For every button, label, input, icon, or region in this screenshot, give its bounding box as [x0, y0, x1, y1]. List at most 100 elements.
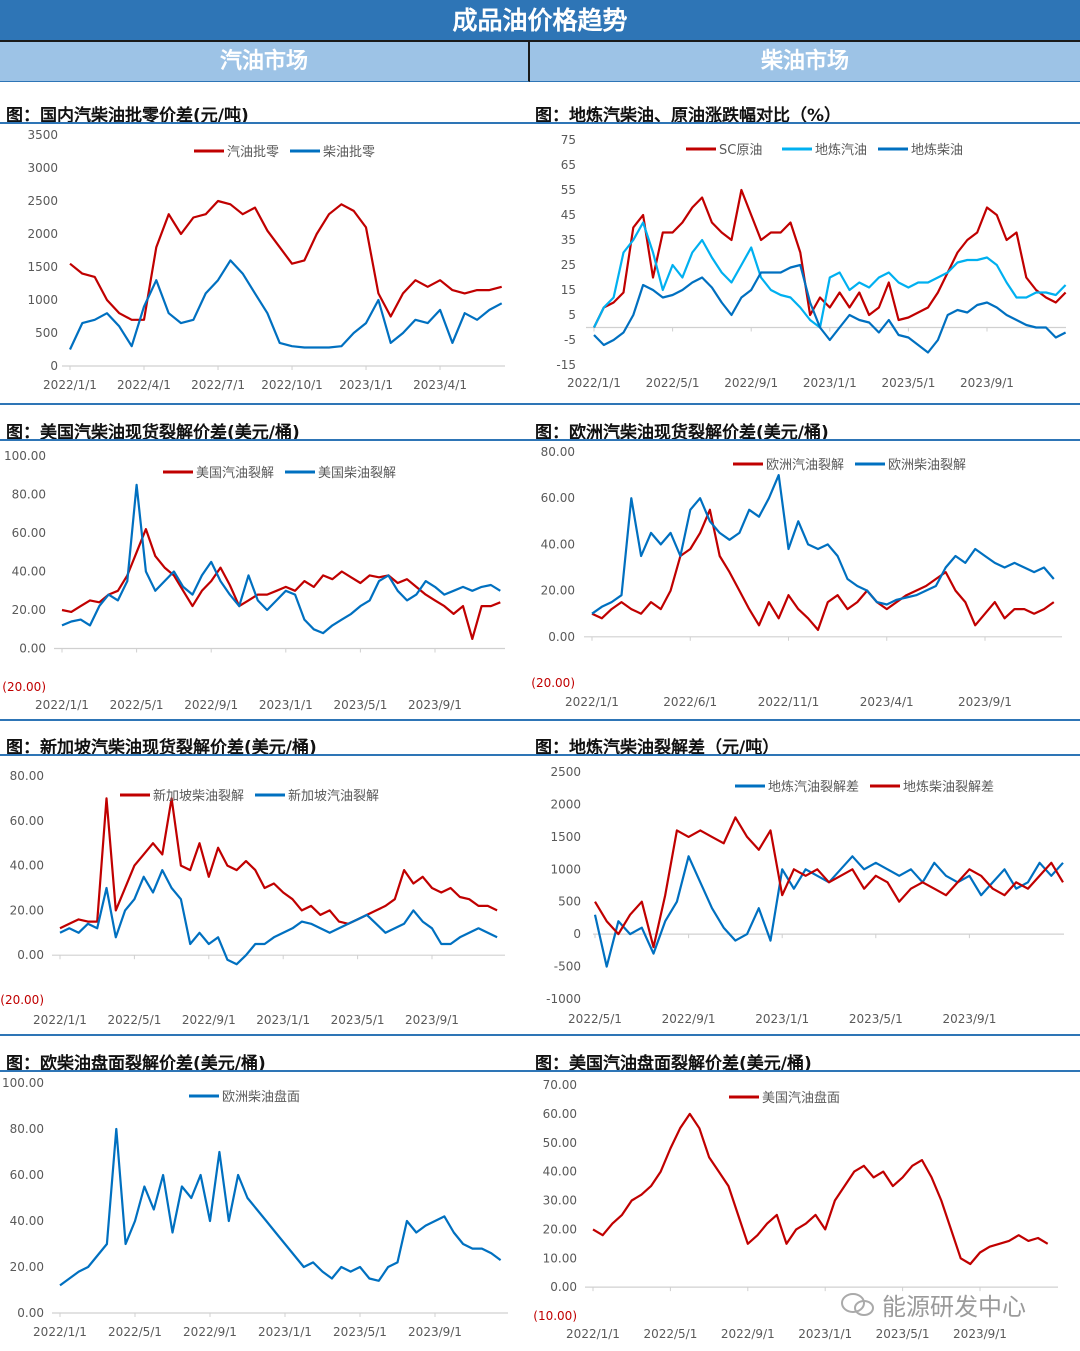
- x-tick-label: 2022/9/1: [662, 1012, 716, 1026]
- series-line-2: [61, 483, 501, 635]
- series-line-1: [593, 855, 1064, 968]
- page-title: 成品油价格趋势: [0, 0, 1080, 42]
- x-tick-label: 2023/1/1: [259, 698, 313, 712]
- x-tick-label: 2022/4/1: [117, 378, 171, 392]
- legend-label: 欧洲汽油裂解: [766, 458, 844, 473]
- y-tick-label: -500: [554, 960, 581, 974]
- divider: [0, 1034, 1080, 1036]
- legend-label: 新加坡汽油裂解: [288, 788, 379, 804]
- divider: [0, 719, 1080, 721]
- x-tick-label: 2023/9/1: [405, 1013, 459, 1027]
- legend-label: 地炼柴油: [911, 143, 963, 158]
- chart-title-7: 图：欧柴油盘面裂解价差(美元/桶): [6, 1054, 266, 1074]
- y-tick-label: 0.00: [17, 948, 44, 962]
- legend-label: 柴油批零: [323, 145, 375, 160]
- x-tick-label: 2023/9/1: [408, 1325, 462, 1339]
- legend-label: 欧洲柴油盘面: [222, 1089, 300, 1105]
- x-tick-label: 2022/5/1: [646, 376, 700, 390]
- y-tick-label: 1500: [27, 260, 58, 274]
- y-tick-label: 20.00: [541, 584, 575, 598]
- y-tick-label: 0.00: [17, 1306, 44, 1320]
- y-tick-label: 500: [35, 326, 58, 340]
- y-tick-label: 0.00: [19, 642, 46, 656]
- series-line-1: [591, 508, 1055, 631]
- legend-label: 美国柴油裂解: [318, 466, 396, 481]
- y-tick-label: (10.00): [533, 1309, 577, 1323]
- legend-label: 新加坡柴油裂解: [153, 788, 244, 804]
- legend-label: 美国汽油盘面: [762, 1090, 840, 1106]
- y-tick-label: 500: [558, 895, 581, 909]
- x-tick-label: 2023/5/1: [849, 1012, 903, 1026]
- y-tick-label: 20.00: [10, 1260, 44, 1274]
- y-tick-label: 60.00: [12, 526, 46, 540]
- legend-label: 地炼柴油裂解差: [903, 780, 994, 795]
- x-tick-label: 2023/9/1: [942, 1012, 996, 1026]
- x-tick-label: 2022/10/1: [261, 378, 323, 392]
- series-line-2: [591, 474, 1055, 615]
- y-tick-label: 20.00: [12, 603, 46, 617]
- series-line-1: [592, 1112, 1049, 1266]
- x-tick-label: 2023/1/1: [258, 1325, 312, 1339]
- y-tick-label: 0: [50, 359, 58, 373]
- y-tick-label: -5: [564, 333, 576, 347]
- y-tick-label: 50.00: [543, 1136, 577, 1150]
- y-tick-label: 80.00: [10, 769, 44, 783]
- x-tick-label: 2023/1/1: [798, 1327, 852, 1341]
- legend-label: 地炼汽油裂解差: [768, 780, 859, 795]
- divider: [0, 1070, 1080, 1072]
- y-tick-label: 2000: [27, 227, 58, 241]
- x-tick-label: 2022/9/1: [183, 1325, 237, 1339]
- series-line-1: [59, 1127, 502, 1287]
- x-tick-label: 2023/4/1: [860, 695, 914, 709]
- x-tick-label: 2022/1/1: [565, 695, 619, 709]
- y-tick-label: 2500: [550, 765, 581, 779]
- series-line-2: [594, 816, 1064, 949]
- y-tick-label: -15: [556, 358, 576, 372]
- watermark: 能源研发中心: [840, 1287, 1026, 1322]
- y-tick-label: 0.00: [548, 630, 575, 644]
- watermark-text: 能源研发中心: [882, 1293, 1026, 1321]
- y-tick-label: (20.00): [0, 993, 44, 1007]
- y-tick-label: 20.00: [543, 1222, 577, 1236]
- legend-label: SC原油: [719, 143, 762, 158]
- y-tick-label: 40.00: [543, 1165, 577, 1179]
- x-tick-label: 2023/5/1: [333, 698, 387, 712]
- y-tick-label: 30.00: [543, 1194, 577, 1208]
- x-tick-label: 2023/5/1: [876, 1327, 930, 1341]
- y-tick-label: 2000: [550, 797, 581, 811]
- y-tick-label: 10.00: [543, 1251, 577, 1265]
- legend-label: 地炼汽油: [815, 143, 867, 158]
- x-tick-label: 2023/9/1: [960, 376, 1014, 390]
- y-tick-label: (20.00): [2, 680, 46, 694]
- x-tick-label: 2022/1/1: [35, 698, 89, 712]
- series-line-1: [59, 797, 498, 930]
- y-tick-label: 100.00: [2, 1076, 44, 1090]
- series-line-1: [61, 528, 501, 640]
- y-tick-label: 40.00: [541, 537, 575, 551]
- chart-title-8: 图：美国汽油盘面裂解价差(美元/桶): [535, 1054, 812, 1074]
- y-tick-label: 40.00: [10, 1214, 44, 1228]
- y-tick-label: 80.00: [12, 488, 46, 502]
- x-tick-label: 2022/1/1: [566, 1327, 620, 1341]
- chart-title-2: 图：地炼汽柴油、原油涨跌幅对比（%）: [535, 106, 842, 126]
- y-tick-label: 1000: [550, 862, 581, 876]
- series-line-2: [69, 259, 503, 350]
- x-tick-label: 2023/9/1: [953, 1327, 1007, 1341]
- x-tick-label: 2022/11/1: [758, 695, 820, 709]
- y-tick-label: 0: [573, 927, 581, 941]
- x-tick-label: 2022/9/1: [724, 376, 778, 390]
- series-line-3: [593, 263, 1067, 354]
- x-tick-label: 2023/9/1: [958, 695, 1012, 709]
- chart-title-4: 图：欧洲汽柴油现货裂解价差(美元/桶): [535, 423, 829, 443]
- legend-label: 汽油批零: [227, 145, 279, 160]
- y-tick-label: 5: [568, 308, 576, 322]
- x-tick-label: 2022/1/1: [567, 376, 621, 390]
- y-tick-label: 35: [561, 233, 576, 247]
- y-tick-label: 65: [561, 158, 576, 172]
- wechat-icon: [841, 1292, 874, 1316]
- x-tick-label: 2023/1/1: [755, 1012, 809, 1026]
- x-tick-label: 2023/5/1: [881, 376, 935, 390]
- divider: [0, 403, 1080, 405]
- y-tick-label: 3000: [27, 161, 58, 175]
- series-line-1: [593, 188, 1067, 328]
